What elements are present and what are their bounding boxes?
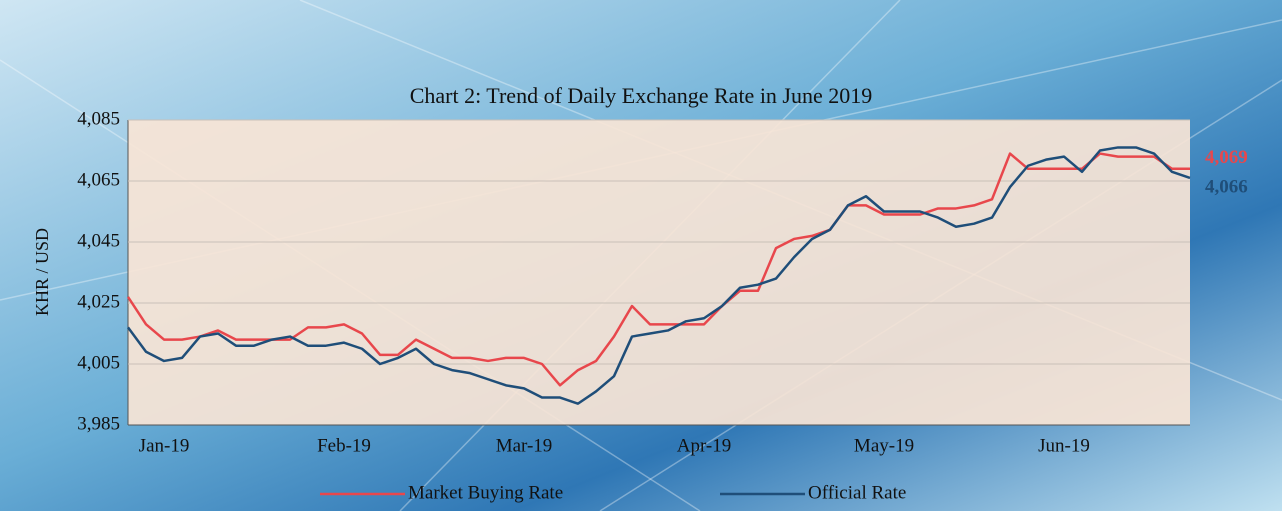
data-label: 4,069 xyxy=(1205,147,1248,168)
y-tick-label: 4,065 xyxy=(77,169,120,190)
y-tick-label: 4,005 xyxy=(77,352,120,373)
chart: Chart 2: Trend of Daily Exchange Rate in… xyxy=(0,0,1282,511)
x-tick-label: Jan-19 xyxy=(139,435,190,456)
y-tick-label: 4,045 xyxy=(77,230,120,251)
y-axis-label: KHR / USD xyxy=(32,228,52,316)
x-tick-label: Mar-19 xyxy=(496,435,553,456)
legend-label: Market Buying Rate xyxy=(408,482,563,503)
x-tick-label: Apr-19 xyxy=(677,435,732,456)
y-tick-label: 4,085 xyxy=(77,108,120,129)
x-tick-label: Jun-19 xyxy=(1038,435,1090,456)
y-tick-label: 4,025 xyxy=(77,291,120,312)
x-tick-label: May-19 xyxy=(854,435,914,456)
y-tick-label: 3,985 xyxy=(77,413,120,434)
chart-title: Chart 2: Trend of Daily Exchange Rate in… xyxy=(410,83,873,108)
data-label: 4,066 xyxy=(1205,176,1248,197)
legend-label: Official Rate xyxy=(808,482,906,503)
x-tick-label: Feb-19 xyxy=(317,435,371,456)
